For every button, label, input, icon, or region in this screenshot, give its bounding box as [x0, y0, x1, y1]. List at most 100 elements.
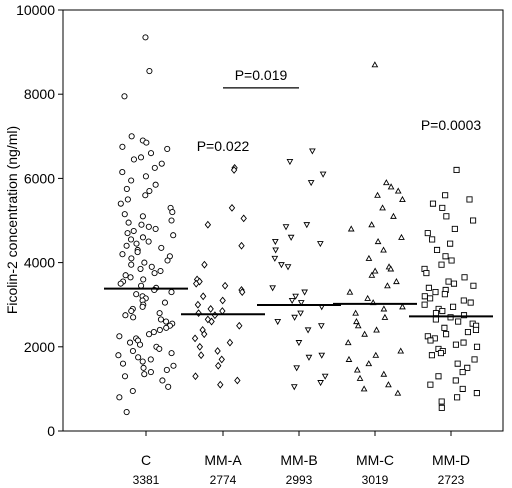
data-point	[437, 350, 445, 357]
data-point	[128, 307, 135, 315]
data-point	[307, 180, 315, 187]
data-point	[141, 259, 148, 266]
data-point	[130, 314, 137, 321]
data-point	[467, 299, 474, 306]
x-tick-label: MM-C	[356, 452, 394, 468]
data-point	[138, 221, 145, 228]
y-tick-label: 10000	[16, 2, 55, 18]
data-point	[196, 342, 204, 351]
data-point	[288, 297, 296, 305]
data-point	[450, 303, 457, 310]
data-point	[194, 300, 202, 309]
data-point	[218, 355, 225, 364]
data-point	[346, 288, 354, 295]
data-point	[445, 278, 452, 285]
data-point	[168, 350, 175, 357]
data-point	[452, 341, 459, 348]
annotations: P=0.019 P=0.022 P=0.0003	[197, 67, 482, 154]
data-point	[423, 270, 430, 277]
data-point	[292, 293, 299, 300]
data-point	[352, 309, 359, 316]
data-point	[368, 271, 376, 278]
data-point	[435, 373, 442, 380]
data-point	[211, 311, 219, 320]
data-point	[215, 361, 222, 370]
data-point	[145, 238, 152, 245]
data-point	[128, 261, 135, 268]
data-point	[159, 377, 166, 384]
data-point	[429, 200, 437, 207]
data-point	[117, 200, 124, 207]
data-point	[124, 230, 131, 237]
data-point	[447, 240, 454, 247]
data-point	[321, 373, 329, 380]
data-point	[371, 61, 379, 68]
data-point	[226, 338, 234, 347]
y-tick-label: 0	[47, 423, 55, 439]
data-point	[385, 381, 392, 388]
data-point	[353, 318, 360, 325]
data-point	[168, 217, 175, 224]
data-point	[116, 394, 123, 401]
data-point	[148, 263, 155, 270]
data-point	[228, 203, 236, 212]
data-point	[372, 351, 380, 358]
data-points	[115, 34, 481, 416]
data-point	[421, 301, 428, 308]
data-point	[454, 360, 461, 367]
data-point	[240, 214, 247, 223]
data-point	[192, 372, 199, 381]
data-point	[207, 304, 214, 313]
data-point	[145, 223, 152, 230]
data-point	[291, 314, 298, 321]
data-point	[318, 352, 326, 359]
data-point	[371, 267, 379, 274]
data-point	[374, 191, 381, 198]
data-point	[473, 343, 481, 350]
data-point	[156, 310, 163, 317]
data-point	[438, 404, 445, 411]
data-point	[124, 196, 131, 203]
data-point	[199, 292, 207, 301]
data-point	[287, 234, 295, 241]
data-point	[208, 317, 215, 326]
data-point	[163, 324, 170, 331]
data-point	[394, 187, 402, 194]
data-point	[122, 272, 129, 279]
data-point	[438, 398, 445, 405]
data-point	[387, 265, 395, 272]
data-point	[125, 219, 132, 226]
data-point	[278, 262, 285, 269]
x-tick-label: MM-D	[432, 452, 470, 468]
data-point	[425, 284, 432, 291]
data-point	[460, 339, 467, 346]
data-point	[152, 225, 159, 232]
data-point	[122, 312, 129, 319]
data-point	[373, 326, 380, 333]
data-point	[319, 171, 327, 178]
data-point	[169, 209, 176, 216]
data-point	[282, 224, 290, 231]
data-point	[356, 374, 364, 381]
data-point	[133, 291, 140, 298]
data-point	[384, 282, 391, 289]
data-point	[466, 196, 473, 203]
data-point	[236, 321, 243, 330]
data-point	[197, 351, 205, 360]
data-point	[295, 340, 303, 347]
data-point	[221, 281, 229, 290]
data-point	[140, 364, 147, 371]
data-point	[123, 242, 130, 249]
data-point	[301, 289, 308, 296]
data-point	[364, 294, 372, 301]
data-point	[239, 288, 246, 296]
data-point	[450, 280, 458, 287]
median-value-label: 2774	[210, 473, 237, 487]
data-point	[427, 295, 434, 302]
data-point	[123, 185, 130, 192]
data-point	[274, 319, 282, 326]
data-point	[345, 355, 353, 362]
data-point	[136, 341, 144, 348]
data-point	[130, 227, 137, 235]
